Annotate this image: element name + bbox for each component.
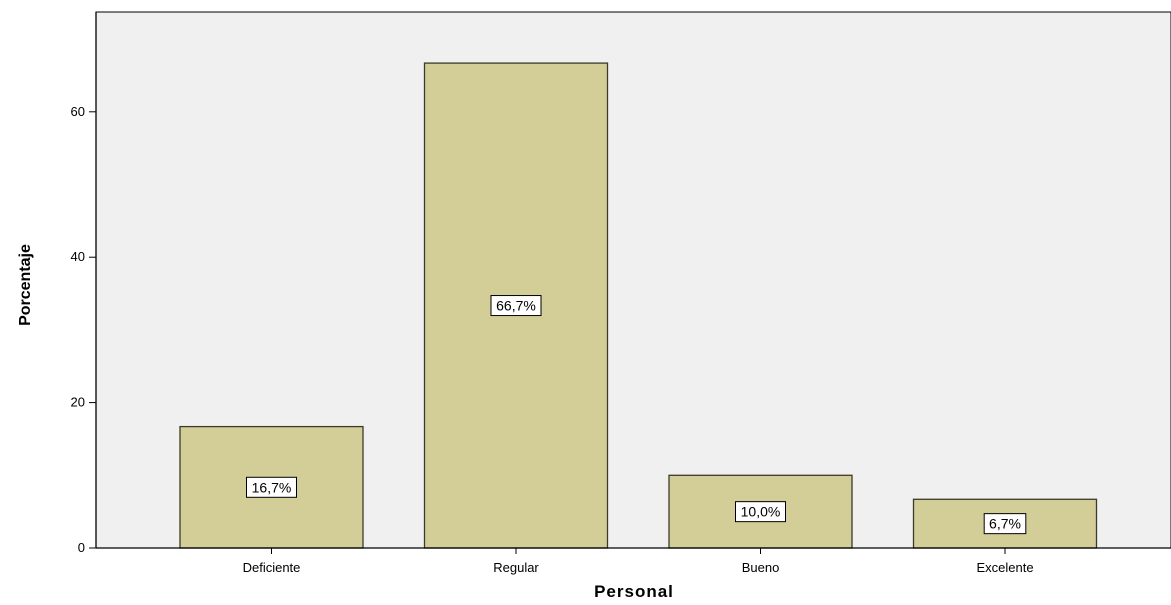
y-tick-label: 20: [71, 395, 85, 410]
data-label: 16,7%: [252, 479, 292, 495]
data-label-box: [490, 295, 542, 317]
x-tick-label: Excelente: [976, 560, 1033, 575]
x-axis-ticks: Deficiente Regular Bueno Excelente: [243, 548, 1034, 575]
data-label: 10,0%: [741, 504, 781, 520]
data-label: 66,7%: [496, 298, 536, 314]
data-label: 6,7%: [989, 516, 1021, 532]
data-label-box: [735, 501, 786, 523]
y-axis-title: Porcentaje: [17, 244, 34, 326]
x-tick-label: Bueno: [742, 560, 780, 575]
y-tick-label: 0: [78, 540, 85, 555]
y-tick-label: 40: [71, 249, 85, 264]
x-tick-label: Regular: [493, 560, 539, 575]
x-axis-title: Personal: [594, 582, 674, 601]
data-label-box: [983, 513, 1027, 535]
x-tick-label: Deficiente: [243, 560, 301, 575]
bar-data-labels: 16,7% 66,7% 10,0% 6,7%: [246, 295, 1027, 535]
data-label-box: [246, 476, 297, 498]
y-tick-label: 60: [71, 104, 85, 119]
y-axis-ticks: 0 20 40 60: [71, 104, 96, 555]
